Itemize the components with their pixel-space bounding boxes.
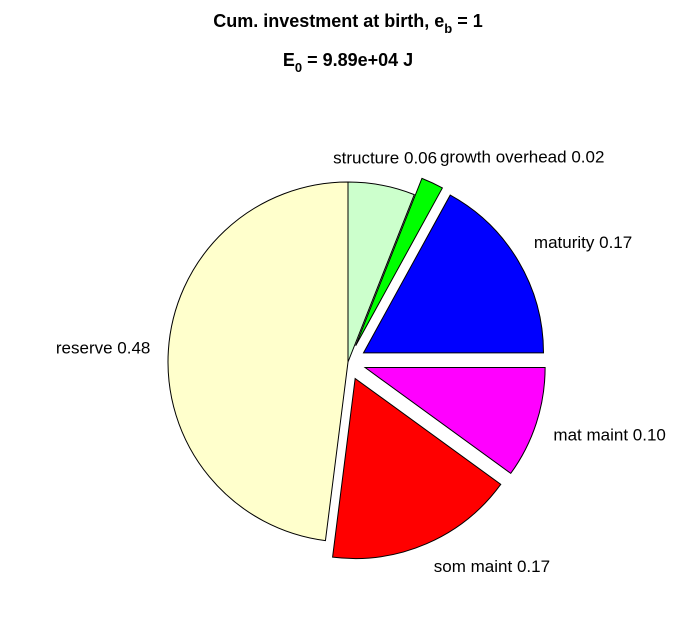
slice-value: 0.48 [117,339,150,358]
slice-value: 0.10 [633,426,666,445]
subtitle-text: E [283,50,295,70]
slice-value: 0.02 [571,148,604,167]
pie-slice [167,181,349,542]
subtitle-text: = 9.89e+04 J [302,50,413,70]
slice-name: reserve [56,339,113,358]
slice-name: mat maint [553,426,628,445]
slice-label: mat maint 0.10 [553,426,665,445]
chart-subtitle: E0 = 9.89e+04 J [283,50,413,75]
slice-name: growth overhead [440,148,567,167]
slice-label: som maint 0.17 [434,557,550,576]
slice-label: reserve 0.48 [56,339,151,358]
slice-label: structure 0.06 [333,149,437,168]
title-subscript: b [444,21,452,36]
slice-name: structure [333,149,399,168]
pie-slice [332,377,502,560]
slice-name: som maint [434,557,513,576]
subtitle-subscript: 0 [295,60,302,75]
title-text: Cum. investment at birth, e [213,11,444,31]
slice-label: growth overhead 0.02 [440,148,604,167]
slice-value: 0.17 [599,233,632,252]
pie-slice [363,367,546,475]
chart-title: Cum. investment at birth, eb = 1 [213,11,483,36]
slice-name: maturity [534,233,595,252]
title-text: = 1 [452,11,483,31]
slice-value: 0.17 [517,557,550,576]
slice-label: maturity 0.17 [534,233,632,252]
pie-slice [355,177,444,346]
slice-value: 0.06 [404,149,437,168]
pie-slice [362,194,544,354]
